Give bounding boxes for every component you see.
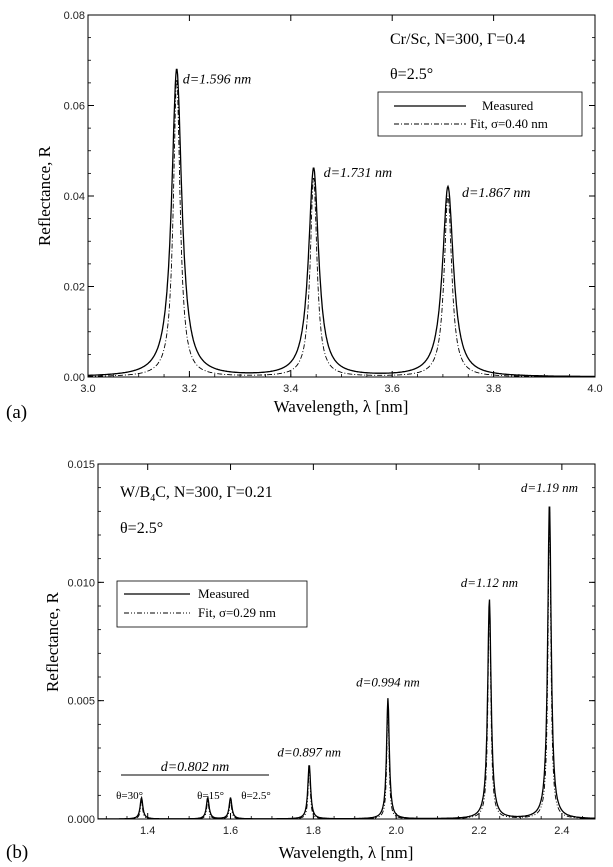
- panel-b-info-1: W/B4C, N=300, Γ=0.21: [120, 484, 273, 504]
- a-x-tick-label: 4.0: [587, 383, 602, 395]
- panel-b-legend: Measured Fit, σ=0.29 nm: [116, 580, 308, 628]
- a-x-tick-label: 3.8: [486, 383, 501, 395]
- panel-a-legend-box: [377, 91, 583, 137]
- panel-a-label: (a): [6, 402, 27, 423]
- panel-a-peak-labels: d=1.596 nm d=1.731 nm d=1.867 nm: [183, 72, 531, 201]
- panel-b: 1.4 1.6 1.8 2.0 2.2 2.4 0.000 0.005 0.010 0.015 d…: [6, 459, 596, 863]
- panel-b-angle-2-5: θ=2.5°: [241, 790, 271, 802]
- panel-a-legend-fit-label: Fit, σ=0.40 nm: [470, 116, 548, 131]
- b-x-tick-label: 1.6: [223, 825, 238, 837]
- panel-b-legend-box: [116, 580, 308, 628]
- a-y-tick-label: 0.04: [64, 191, 85, 203]
- b-peak-label: d=0.994 nm: [356, 674, 420, 689]
- b-x-tick-label: 2.0: [389, 825, 404, 837]
- a-x-tick-label: 3.6: [385, 383, 400, 395]
- a-peak-label: d=1.867 nm: [462, 186, 531, 201]
- panel-a-info-2: θ=2.5°: [390, 66, 433, 83]
- panel-b-label: (b): [6, 842, 28, 863]
- panel-a: 3.0 3.2 3.4 3.6 3.8 4.0 0.00 0.02 0.04 0.06 0.08 d…: [6, 10, 603, 423]
- a-y-tick-label: 0.06: [64, 101, 85, 113]
- b-x-tick-label: 2.4: [554, 825, 569, 837]
- panel-a-ylabel: Reflectance, R: [35, 145, 54, 246]
- panel-b-legend-measured-label: Measured: [198, 586, 250, 601]
- b-y-tick-label: 0.000: [67, 814, 95, 826]
- panel-b-legend-fit-label: Fit, σ=0.29 nm: [198, 605, 276, 620]
- b-peak-label: d=1.12 nm: [461, 575, 518, 590]
- panel-b-xlabel: Wavelength, λ [nm]: [279, 843, 414, 862]
- a-y-tick-label: 0.08: [64, 10, 85, 22]
- panel-b-peak-labels: d=0.897 nm d=0.994 nm d=1.12 nm d=1.19 nm: [277, 480, 578, 760]
- a-peak-label: d=1.731 nm: [324, 166, 393, 181]
- panel-a-legend-measured-label: Measured: [482, 98, 534, 113]
- panel-b-fit-line: [98, 512, 595, 820]
- panel-a-info-1: Cr/Sc, N=300, Γ=0.4: [390, 31, 525, 48]
- panel-b-ticks: [98, 463, 595, 820]
- a-x-tick-label: 3.0: [80, 383, 95, 395]
- panel-b-tick-labels: 1.4 1.6 1.8 2.0 2.2 2.4 0.000 0.005 0.010 0.015: [67, 459, 569, 837]
- panel-b-angle-30: θ=30°: [116, 790, 143, 802]
- a-x-tick-label: 3.2: [182, 383, 197, 395]
- panel-a-tick-labels: 3.0 3.2 3.4 3.6 3.8 4.0 0.00 0.02 0.04 0.06 0.08: [64, 10, 603, 395]
- panel-b-info-2: θ=2.5°: [120, 520, 163, 537]
- a-x-tick-label: 3.4: [283, 383, 298, 395]
- b-y-tick-label: 0.015: [67, 459, 95, 471]
- a-peak-label: d=1.596 nm: [183, 72, 252, 87]
- b-peak-label: d=0.897 nm: [277, 745, 341, 760]
- b-x-tick-label: 2.2: [471, 825, 486, 837]
- b-x-tick-label: 1.4: [140, 825, 155, 837]
- b-y-tick-label: 0.010: [67, 577, 95, 589]
- b-peak-label: d=1.19 nm: [521, 480, 578, 495]
- panel-a-legend: Measured Fit, σ=0.40 nm: [377, 91, 583, 137]
- panel-b-group-label: d=0.802 nm: [161, 760, 230, 775]
- a-y-tick-label: 0.02: [64, 282, 85, 294]
- b-x-tick-label: 1.8: [306, 825, 321, 837]
- b-y-tick-label: 0.005: [67, 696, 95, 708]
- panel-a-measured-line: [88, 68, 595, 378]
- panel-b-ylabel: Reflectance, R: [43, 591, 62, 692]
- panel-a-xlabel: Wavelength, λ [nm]: [274, 397, 409, 416]
- a-y-tick-label: 0.00: [64, 372, 85, 384]
- panel-a-fit-line: [88, 79, 595, 378]
- panel-b-angle-15: θ=15°: [197, 790, 224, 802]
